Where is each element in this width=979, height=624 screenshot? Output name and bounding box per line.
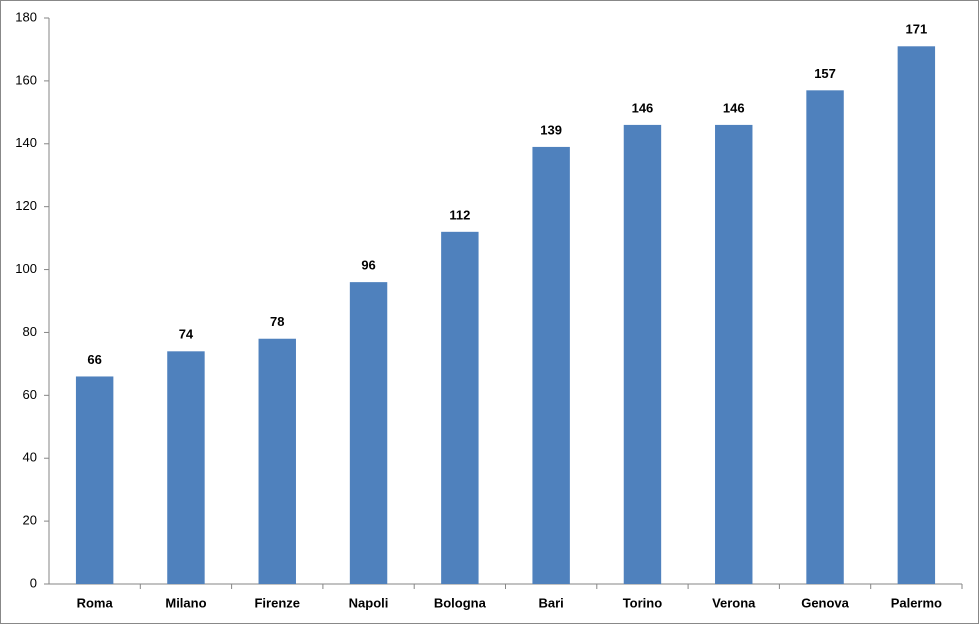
data-label: 112 (449, 207, 470, 222)
y-tick-label: 120 (15, 198, 37, 213)
data-label: 139 (540, 122, 562, 137)
y-tick-label: 140 (15, 135, 37, 150)
x-tick-label: Torino (623, 595, 663, 610)
bar (715, 124, 753, 585)
bar (623, 124, 662, 585)
x-tick-label: Milano (165, 595, 206, 610)
y-tick-label: 40 (23, 450, 37, 465)
bar (75, 376, 114, 584)
bar (441, 231, 479, 585)
bar (167, 351, 205, 584)
y-tick-label: 160 (15, 72, 37, 87)
data-label: 146 (632, 100, 654, 115)
data-label: 66 (87, 352, 101, 367)
data-label: 171 (905, 22, 927, 37)
x-tick-label: Napoli (349, 595, 389, 610)
y-tick-label: 0 (30, 575, 37, 590)
data-label: 146 (723, 100, 745, 115)
y-tick-label: 20 (23, 513, 37, 528)
x-tick-label: Bari (539, 595, 564, 610)
y-tick-label: 100 (15, 261, 37, 276)
y-tick-label: 80 (23, 324, 37, 339)
x-tick-label: Genova (801, 595, 849, 610)
bar (897, 46, 936, 585)
bar (349, 282, 388, 584)
y-tick-label: 60 (23, 387, 37, 402)
bar (258, 338, 296, 584)
bar (806, 90, 844, 585)
x-tick-label: Verona (712, 595, 756, 610)
data-label: 157 (814, 66, 836, 81)
data-label: 96 (361, 258, 375, 273)
x-tick-label: Firenze (254, 595, 300, 610)
x-tick-label: Bologna (434, 595, 487, 610)
x-tick-label: Palermo (891, 595, 942, 610)
data-label: 74 (179, 327, 194, 342)
data-label: 78 (270, 314, 284, 329)
y-tick-label: 180 (15, 9, 37, 24)
bar (532, 146, 570, 584)
x-tick-label: Roma (77, 595, 114, 610)
